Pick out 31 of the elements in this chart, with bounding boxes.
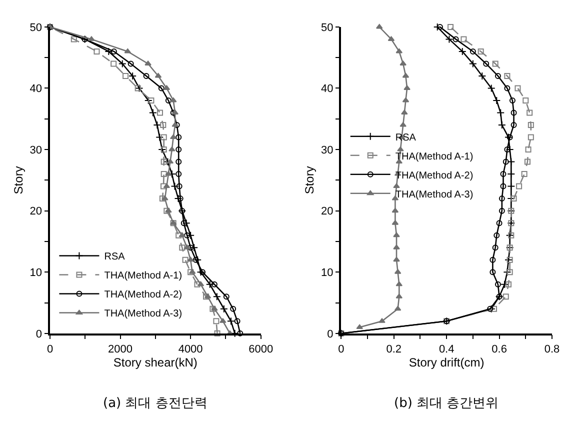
y-tick-label: 50: [320, 22, 334, 34]
y-tick-label: 10: [320, 266, 334, 279]
y-axis-title: Story: [12, 166, 26, 194]
y-tick-label: 50: [30, 22, 42, 34]
x-tick-label: 0.2: [386, 343, 402, 356]
x-tick-label: 0: [338, 343, 344, 356]
text: (a) 최대 층전단력: [103, 396, 208, 411]
x-axis-title: Story shear(kN): [113, 355, 198, 370]
y-tick-label: 20: [320, 206, 334, 218]
x-tick-label: 0: [46, 343, 54, 356]
legend-label: RSA: [104, 252, 126, 263]
x-tick-label: 0.4: [438, 343, 454, 356]
y-tick-label: 40: [30, 83, 42, 96]
y-tick-label: 0: [36, 328, 42, 340]
x-tick-label: 0.8: [544, 343, 560, 356]
legend-label: THA(Method A-3): [104, 308, 182, 320]
text: (b) 최대 층간변위: [394, 396, 499, 411]
y-tick-label: 30: [320, 144, 334, 156]
x-axis-title: Story drift(cm): [408, 355, 484, 370]
x-tick-label: 0.6: [492, 343, 507, 356]
y-tick-label: 0: [327, 328, 334, 340]
y-tick-label: 30: [30, 144, 42, 156]
y-tick-label: 20: [30, 206, 42, 218]
y-tick-label: 10: [30, 266, 42, 279]
x-tick-label: 4000: [178, 343, 203, 356]
legend-label: THA(Method A-1): [104, 270, 182, 282]
x-tick-label: 6000: [248, 343, 274, 356]
y-tick-label: 40: [320, 83, 334, 96]
y-axis-title: Story: [302, 166, 317, 194]
legend-label: THA(Method A-2): [104, 290, 182, 301]
x-tick-label: 2000: [108, 343, 133, 356]
